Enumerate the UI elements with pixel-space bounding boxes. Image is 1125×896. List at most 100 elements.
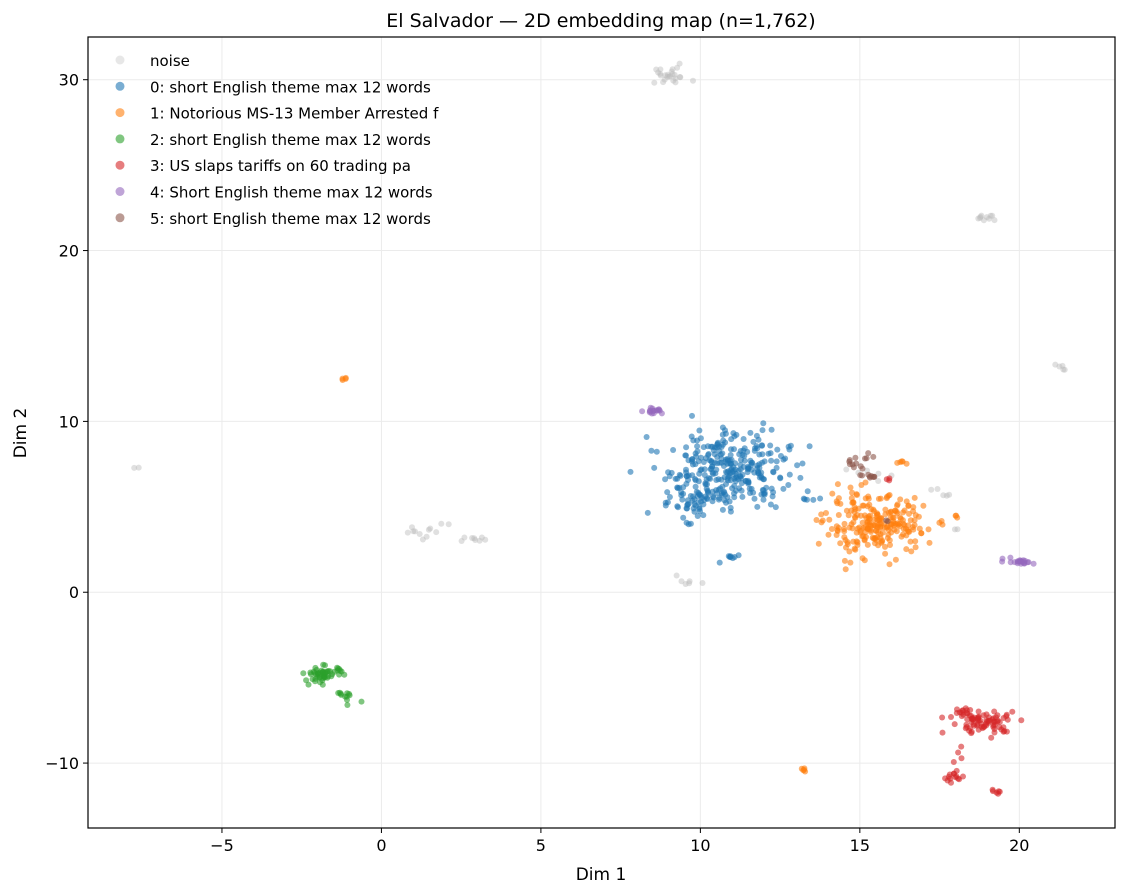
data-point xyxy=(731,446,737,453)
data-point xyxy=(644,509,651,516)
data-point xyxy=(653,66,660,73)
legend-label: 4: Short English theme max 12 words xyxy=(150,184,433,202)
data-point xyxy=(894,459,901,466)
legend-label: 2: short English theme max 12 words xyxy=(150,131,431,149)
data-point xyxy=(699,580,706,586)
data-point xyxy=(689,412,695,419)
data-point xyxy=(958,743,965,750)
x-axis-title: Dim 1 xyxy=(576,865,627,885)
data-point xyxy=(1018,717,1025,724)
series-1-points xyxy=(627,412,824,566)
data-point xyxy=(748,461,755,468)
data-point xyxy=(877,534,884,541)
data-point xyxy=(716,559,723,566)
data-point xyxy=(837,540,844,547)
data-point xyxy=(785,482,792,488)
data-point xyxy=(664,71,671,78)
data-point xyxy=(684,501,691,508)
data-point xyxy=(657,70,664,77)
data-point xyxy=(975,215,982,222)
data-point xyxy=(834,528,841,534)
y-axis-title: Dim 2 xyxy=(11,408,31,459)
series-6-points xyxy=(846,450,891,525)
data-point xyxy=(925,526,932,533)
data-point xyxy=(709,443,716,450)
plot-area-frame xyxy=(87,36,1116,829)
data-point xyxy=(799,460,806,467)
data-point xyxy=(760,496,767,503)
data-point xyxy=(627,468,634,475)
legend-marker xyxy=(115,213,125,223)
data-point xyxy=(741,445,748,452)
data-point xyxy=(852,514,859,521)
data-point xyxy=(342,374,349,381)
data-point xyxy=(312,678,319,685)
data-point xyxy=(664,73,671,80)
data-point xyxy=(912,544,919,551)
data-point xyxy=(1007,554,1014,561)
y-tick-label: 10 xyxy=(59,412,79,431)
data-point xyxy=(664,489,671,496)
data-point xyxy=(926,539,933,546)
data-point xyxy=(882,550,889,557)
data-point xyxy=(732,470,739,477)
legend-label: 5: short English theme max 12 words xyxy=(150,210,431,228)
data-point xyxy=(884,493,890,500)
data-point xyxy=(425,526,432,533)
data-point xyxy=(409,524,415,531)
series-2-points xyxy=(339,374,961,775)
data-point xyxy=(660,79,667,86)
y-tick-label: 30 xyxy=(59,71,79,90)
data-point xyxy=(977,215,983,221)
data-point xyxy=(404,529,411,536)
data-point xyxy=(750,438,757,445)
data-point xyxy=(886,561,893,568)
data-point xyxy=(697,508,703,515)
data-point xyxy=(662,476,669,483)
data-point xyxy=(946,491,953,498)
data-point xyxy=(778,453,784,459)
data-point xyxy=(687,520,694,527)
data-point xyxy=(639,408,646,415)
legend-marker xyxy=(115,160,125,170)
data-point xyxy=(680,514,687,521)
data-point xyxy=(944,777,951,784)
data-point xyxy=(676,484,683,491)
data-point xyxy=(671,71,678,78)
data-point xyxy=(655,406,662,413)
data-point xyxy=(657,72,664,79)
data-point xyxy=(897,496,904,503)
data-point xyxy=(728,456,735,463)
data-point xyxy=(312,664,319,671)
data-point xyxy=(729,555,736,562)
data-point xyxy=(708,465,715,472)
data-point xyxy=(410,528,417,535)
data-point xyxy=(758,469,765,476)
data-point xyxy=(715,486,722,493)
data-point xyxy=(840,526,847,532)
data-point xyxy=(846,461,853,468)
data-point xyxy=(335,665,342,672)
legend-entry: 5: short English theme max 12 words xyxy=(115,210,431,228)
data-point xyxy=(952,774,959,781)
data-point xyxy=(300,670,307,677)
data-point xyxy=(727,452,734,458)
x-tick-label: 15 xyxy=(850,836,870,855)
data-point xyxy=(918,530,925,537)
data-point xyxy=(715,443,722,450)
data-point xyxy=(804,488,811,495)
data-point xyxy=(701,472,708,478)
data-point xyxy=(674,64,681,71)
data-point xyxy=(853,538,860,545)
data-point xyxy=(863,455,870,462)
data-point xyxy=(819,517,826,524)
data-point xyxy=(648,447,655,454)
legend-marker xyxy=(115,81,125,91)
legend: noise 0: short English theme max 12 words… xyxy=(115,52,439,228)
data-point xyxy=(672,75,679,82)
data-point xyxy=(911,494,918,501)
data-point xyxy=(835,512,842,518)
data-point xyxy=(303,677,310,684)
data-point xyxy=(707,475,714,482)
